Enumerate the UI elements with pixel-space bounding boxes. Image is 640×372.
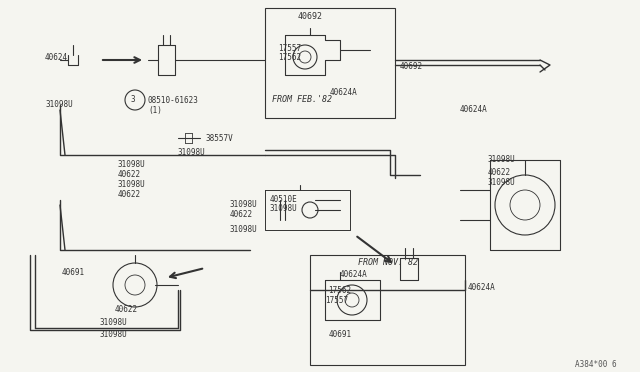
Text: 40510E: 40510E (270, 195, 298, 204)
Text: 17557: 17557 (325, 296, 348, 305)
Text: 40624A: 40624A (460, 105, 488, 114)
Text: 40622: 40622 (118, 170, 141, 179)
Text: 40691: 40691 (328, 330, 351, 339)
Text: 31098U: 31098U (100, 318, 128, 327)
Text: 31098U: 31098U (230, 225, 258, 234)
Text: 31098U: 31098U (230, 200, 258, 209)
Text: FROM FEB.'82: FROM FEB.'82 (272, 95, 332, 104)
Text: 31098U: 31098U (488, 178, 516, 187)
Text: 40622: 40622 (230, 210, 253, 219)
Text: 31098U: 31098U (118, 180, 146, 189)
Text: 40624: 40624 (45, 53, 68, 62)
Text: 40624A: 40624A (468, 283, 496, 292)
Text: 40622: 40622 (118, 190, 141, 199)
Text: 40692: 40692 (400, 62, 423, 71)
Text: 31098U: 31098U (100, 330, 128, 339)
Text: 40622: 40622 (488, 168, 511, 177)
Text: 40624A: 40624A (330, 88, 358, 97)
Text: 38557V: 38557V (205, 134, 233, 143)
Text: 17562: 17562 (328, 286, 351, 295)
Text: 40691: 40691 (62, 268, 85, 277)
Text: 17557: 17557 (278, 44, 301, 53)
Text: 31098U: 31098U (45, 100, 73, 109)
Text: A384*00 6: A384*00 6 (575, 360, 616, 369)
Bar (310, 255, 465, 365)
Text: 40624A: 40624A (340, 270, 368, 279)
Text: 31098U: 31098U (178, 148, 205, 157)
Bar (265, 8, 395, 118)
Text: 40692: 40692 (298, 12, 323, 21)
Text: 3: 3 (131, 94, 135, 103)
Text: 31098U: 31098U (270, 204, 298, 213)
Text: 40622: 40622 (115, 305, 138, 314)
Text: 31098U: 31098U (118, 160, 146, 169)
Text: 17562: 17562 (278, 53, 301, 62)
Text: FROM NOV.'82: FROM NOV.'82 (358, 258, 418, 267)
Text: 08510-61623
(1): 08510-61623 (1) (148, 96, 199, 115)
Text: 31098U: 31098U (488, 155, 516, 164)
